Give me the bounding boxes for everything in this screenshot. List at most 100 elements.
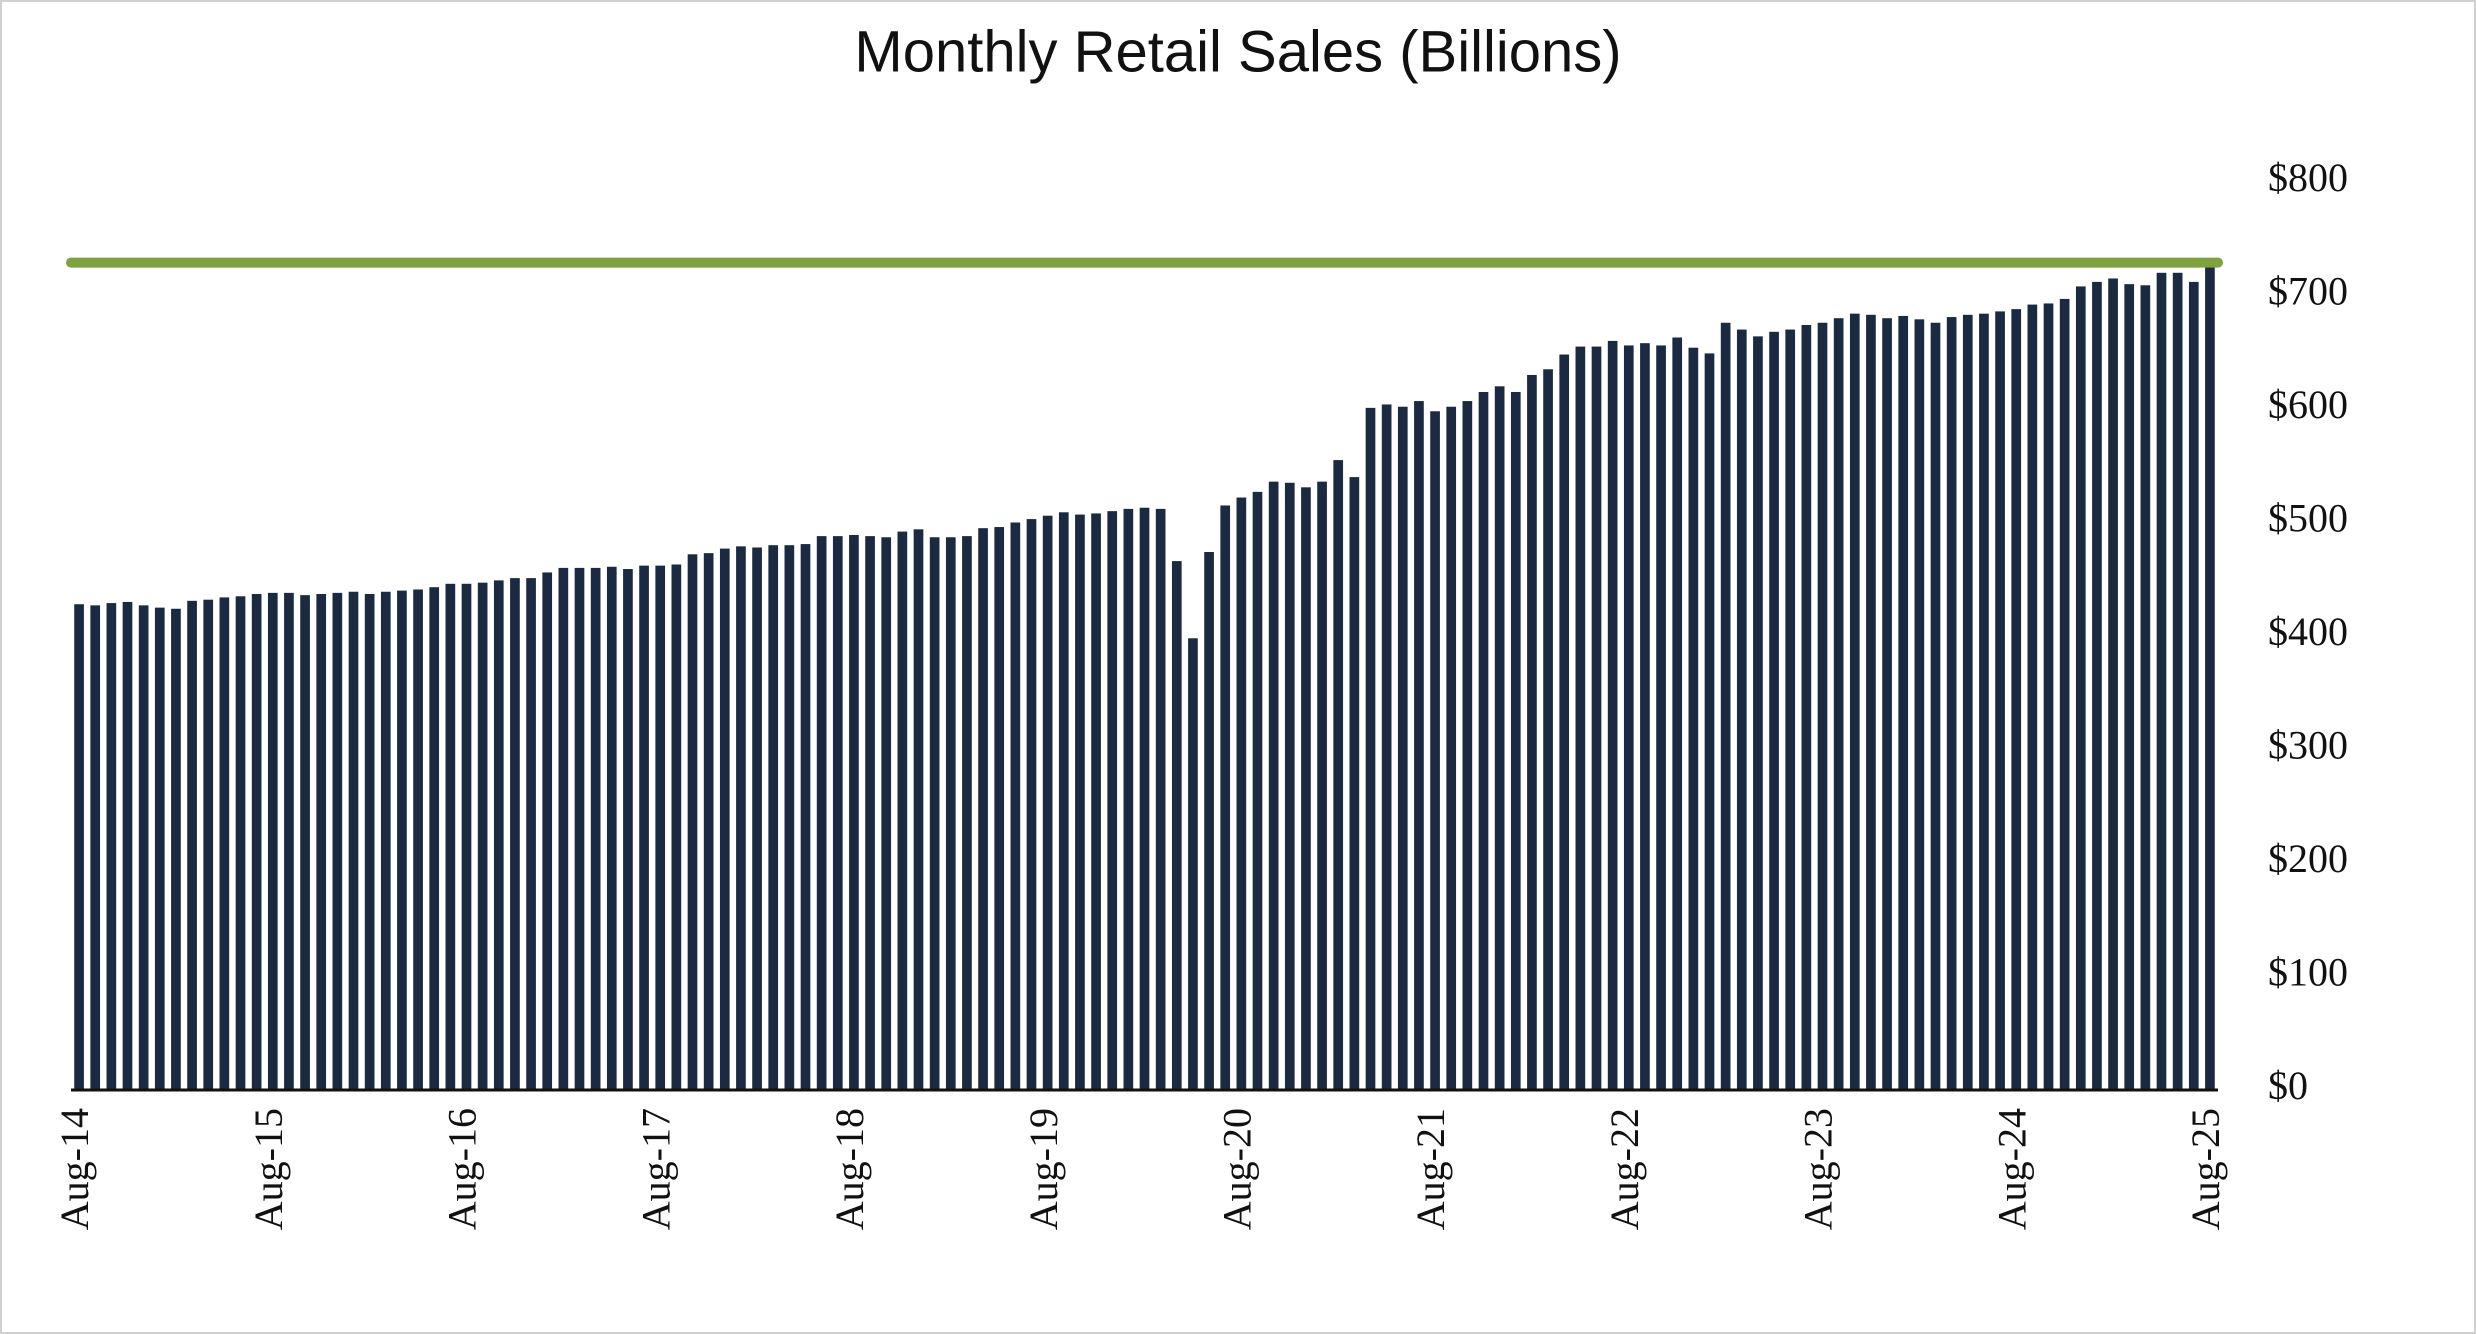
bar	[267, 592, 278, 1090]
bar	[171, 608, 181, 1090]
bar	[2108, 278, 2118, 1091]
bar	[1591, 346, 1602, 1090]
bar	[687, 554, 698, 1090]
bar	[639, 565, 649, 1090]
y-tick-label: $600	[2268, 382, 2348, 427]
bar	[1817, 322, 1828, 1090]
bar	[703, 553, 714, 1090]
bar	[1623, 345, 1634, 1090]
bar	[1979, 313, 1989, 1090]
bar	[1962, 314, 1973, 1090]
bar	[962, 536, 972, 1090]
bar	[2124, 284, 2135, 1090]
bar	[2205, 262, 2215, 1091]
bar	[1349, 477, 1360, 1091]
bar	[1381, 404, 1392, 1091]
bar	[1510, 391, 1521, 1091]
bar	[493, 580, 504, 1090]
bar	[251, 594, 262, 1090]
bar	[719, 548, 730, 1090]
y-tick-label: $100	[2268, 950, 2348, 995]
bar	[945, 537, 956, 1090]
bar	[413, 589, 423, 1090]
bar	[316, 594, 327, 1090]
bar	[558, 567, 569, 1090]
bar	[865, 536, 875, 1090]
bar	[1704, 353, 1715, 1090]
y-tick-label: $0	[2268, 1063, 2308, 1108]
bar	[1042, 515, 1053, 1090]
bar	[461, 583, 472, 1090]
bar	[849, 534, 859, 1090]
bar	[752, 547, 762, 1090]
x-tick-label: Aug-17	[633, 1108, 678, 1230]
bar	[2156, 272, 2167, 1090]
bar	[219, 597, 230, 1090]
bar	[1446, 406, 1457, 1091]
x-tick-label: Aug-14	[52, 1108, 97, 1230]
bar	[332, 592, 343, 1090]
bar	[203, 599, 214, 1090]
x-tick-label: Aug-20	[1215, 1108, 1260, 1230]
bar	[1252, 491, 1263, 1091]
bar	[364, 594, 375, 1090]
y-tick-label: $800	[2268, 155, 2348, 200]
bar	[2092, 281, 2102, 1090]
bar	[187, 600, 197, 1090]
bar	[2172, 272, 2183, 1090]
bar	[913, 529, 924, 1090]
bar	[1236, 497, 1247, 1090]
bar	[122, 601, 133, 1090]
bar	[445, 583, 456, 1090]
bar	[300, 595, 310, 1090]
y-tick-label: $200	[2268, 836, 2348, 881]
x-tick-label: Aug-18	[827, 1108, 872, 1230]
bar	[90, 605, 101, 1090]
x-tick-label: Aug-22	[1602, 1108, 1647, 1230]
bar	[1656, 345, 1666, 1090]
bar	[1075, 514, 1085, 1090]
bar	[2140, 285, 2151, 1090]
bar	[978, 528, 988, 1090]
bar	[1849, 313, 1860, 1090]
y-tick-label: $400	[2268, 609, 2348, 654]
bar	[1672, 337, 1683, 1090]
bar	[1010, 522, 1021, 1090]
bar	[1720, 322, 1731, 1090]
bar	[1091, 513, 1101, 1090]
bar	[1284, 482, 1295, 1090]
bar	[1188, 638, 1198, 1090]
x-tick-label: Aug-16	[440, 1108, 485, 1230]
bar	[1268, 481, 1279, 1090]
bar	[1769, 331, 1779, 1090]
bar	[1607, 340, 1618, 1090]
bar	[1688, 347, 1699, 1091]
bar	[284, 592, 294, 1090]
x-tick-label: Aug-23	[1796, 1108, 1841, 1230]
bar	[929, 537, 940, 1090]
bar	[1575, 346, 1586, 1090]
x-tick-label: Aug-21	[1408, 1108, 1453, 1230]
bar	[1914, 319, 1925, 1091]
bar	[1462, 401, 1473, 1090]
bar	[1559, 354, 1570, 1090]
bar	[1785, 329, 1796, 1090]
bar	[1543, 369, 1553, 1090]
bar	[2043, 303, 2054, 1090]
bar	[1220, 505, 1231, 1091]
bar	[1171, 561, 1182, 1090]
bar	[1946, 317, 1957, 1090]
bar	[74, 604, 84, 1090]
bar	[671, 564, 682, 1090]
y-tick-label: $500	[2268, 496, 2348, 541]
bar	[897, 531, 908, 1090]
x-tick-label: Aug-25	[2183, 1108, 2228, 1230]
bar	[816, 536, 827, 1090]
y-tick-label: $300	[2268, 723, 2348, 768]
bar	[1397, 406, 1408, 1091]
bar	[429, 587, 440, 1090]
bar	[510, 578, 520, 1090]
bar	[1833, 318, 1844, 1090]
bar	[1026, 519, 1037, 1090]
